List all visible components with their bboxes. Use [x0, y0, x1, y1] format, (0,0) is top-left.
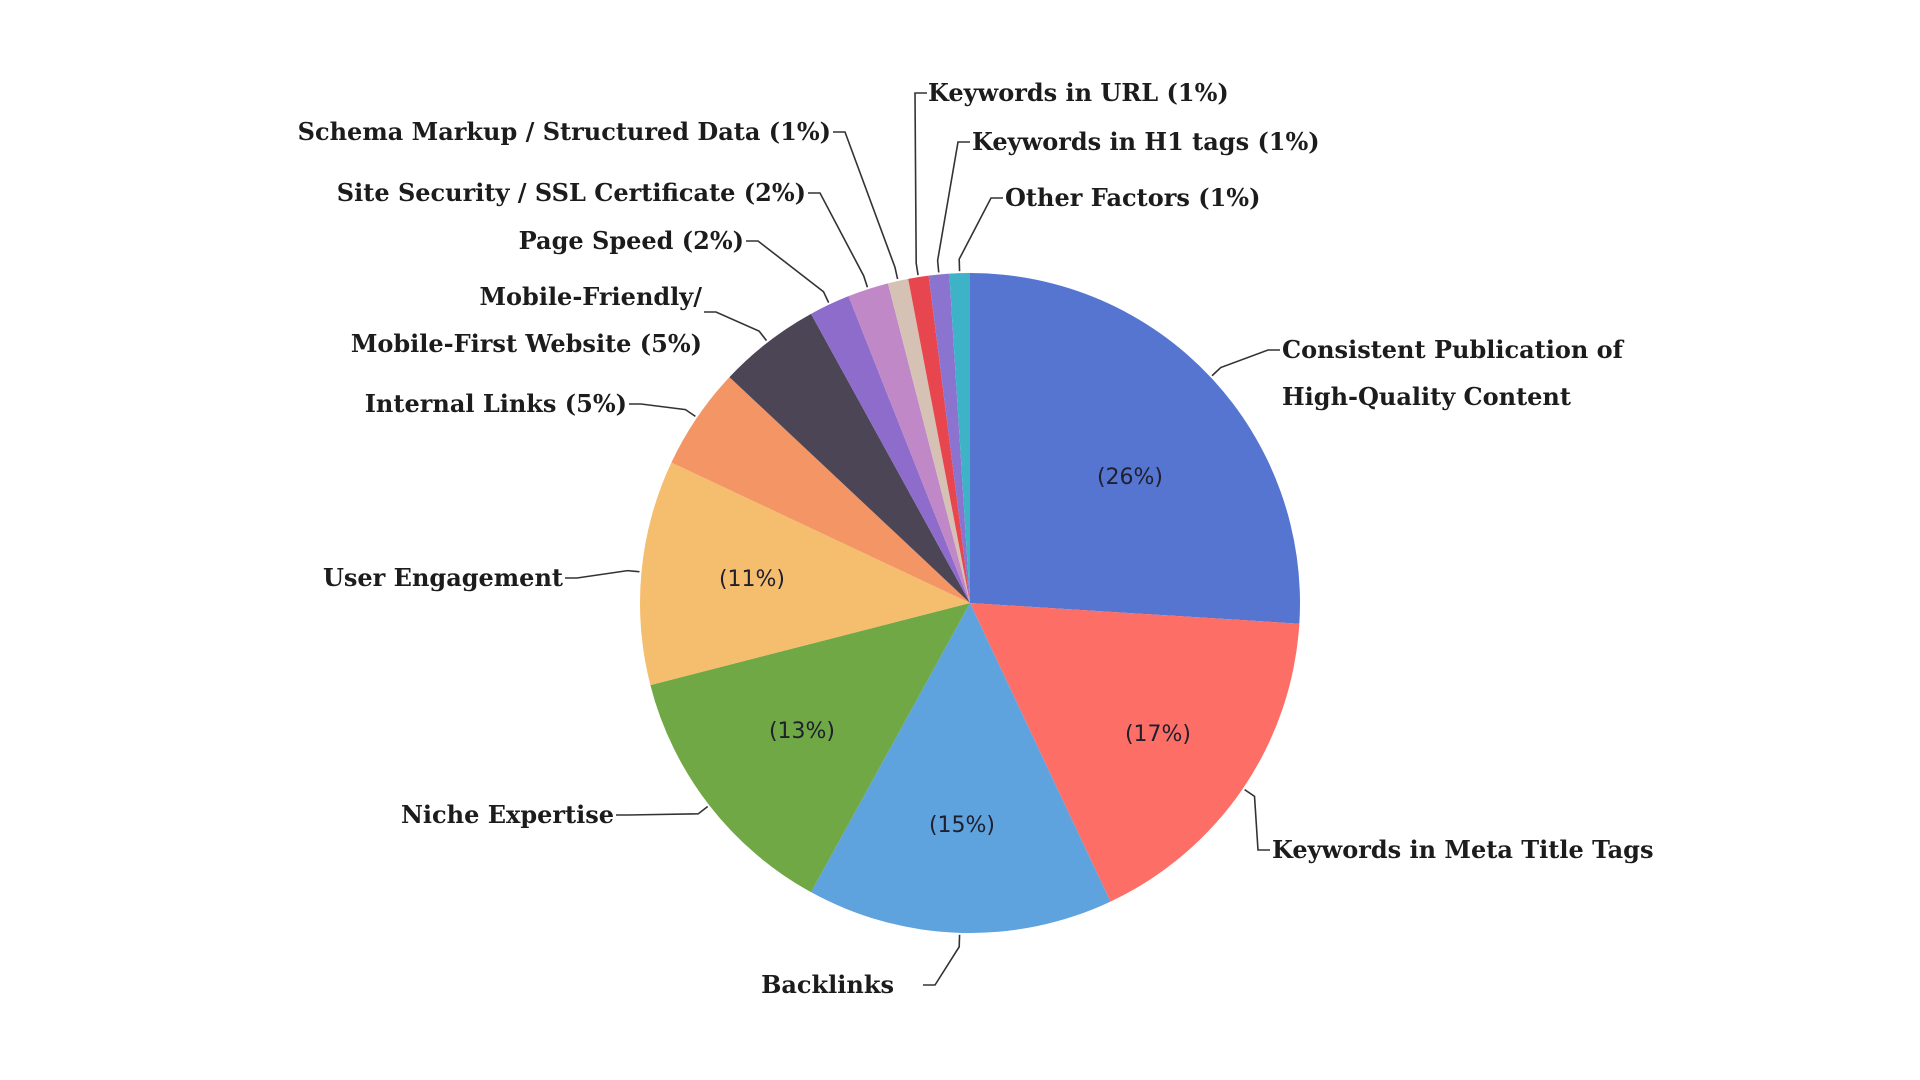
slice-label: Internal Links (5%)	[365, 389, 627, 418]
slice-label: Keywords in URL (1%)	[928, 78, 1229, 107]
pie-slice	[970, 273, 1300, 624]
slice-label: Other Factors (1%)	[1005, 183, 1260, 212]
slice-label: Consistent Publication of	[1282, 335, 1625, 364]
leader-line	[704, 311, 768, 342]
slice-label: Mobile-First Website (5%)	[351, 329, 702, 358]
slice-label: Mobile-Friendly/	[479, 282, 702, 311]
slice-label: High-Quality Content	[1282, 382, 1571, 411]
leader-line	[629, 403, 696, 418]
pie-slice	[949, 273, 970, 603]
slice-percent-label: (17%)	[1125, 722, 1191, 747]
leader-line	[833, 131, 899, 280]
leader-line	[958, 197, 1003, 272]
leader-line	[936, 141, 970, 273]
pie-slice	[811, 296, 970, 603]
pie-slice	[928, 273, 970, 603]
pie-slice	[729, 313, 970, 603]
slice-percent-label: (15%)	[929, 813, 995, 838]
slice-label: Keywords in Meta Title Tags	[1272, 835, 1653, 864]
pie-slice	[887, 278, 970, 603]
slice-label: Keywords in H1 tags (1%)	[972, 127, 1320, 156]
slice-label: User Engagement	[323, 563, 563, 592]
pie-slice	[639, 462, 970, 686]
leader-line	[914, 92, 927, 276]
slice-percent-label: (11%)	[719, 567, 785, 592]
pie-slice	[848, 283, 970, 603]
leader-line	[746, 240, 830, 303]
leader-line	[616, 805, 709, 816]
pie-slice	[650, 603, 970, 893]
leader-line	[923, 934, 961, 986]
leader-line	[1244, 788, 1270, 851]
pie-slice	[811, 603, 1111, 933]
slice-percent-label: (13%)	[769, 719, 835, 744]
leader-line	[808, 192, 869, 288]
pie-slice	[671, 377, 970, 603]
pie-slice	[970, 603, 1300, 902]
slice-label: Page Speed (2%)	[519, 226, 744, 255]
leader-line	[565, 569, 640, 579]
leader-line	[1211, 349, 1280, 377]
pie-slice	[908, 275, 970, 603]
slice-percent-label: (26%)	[1097, 465, 1163, 490]
slice-label: Backlinks	[761, 970, 894, 999]
slice-label: Schema Markup / Structured Data (1%)	[298, 117, 831, 146]
slice-label: Niche Expertise	[401, 800, 614, 829]
slice-label: Site Security / SSL Certificate (2%)	[337, 178, 806, 207]
